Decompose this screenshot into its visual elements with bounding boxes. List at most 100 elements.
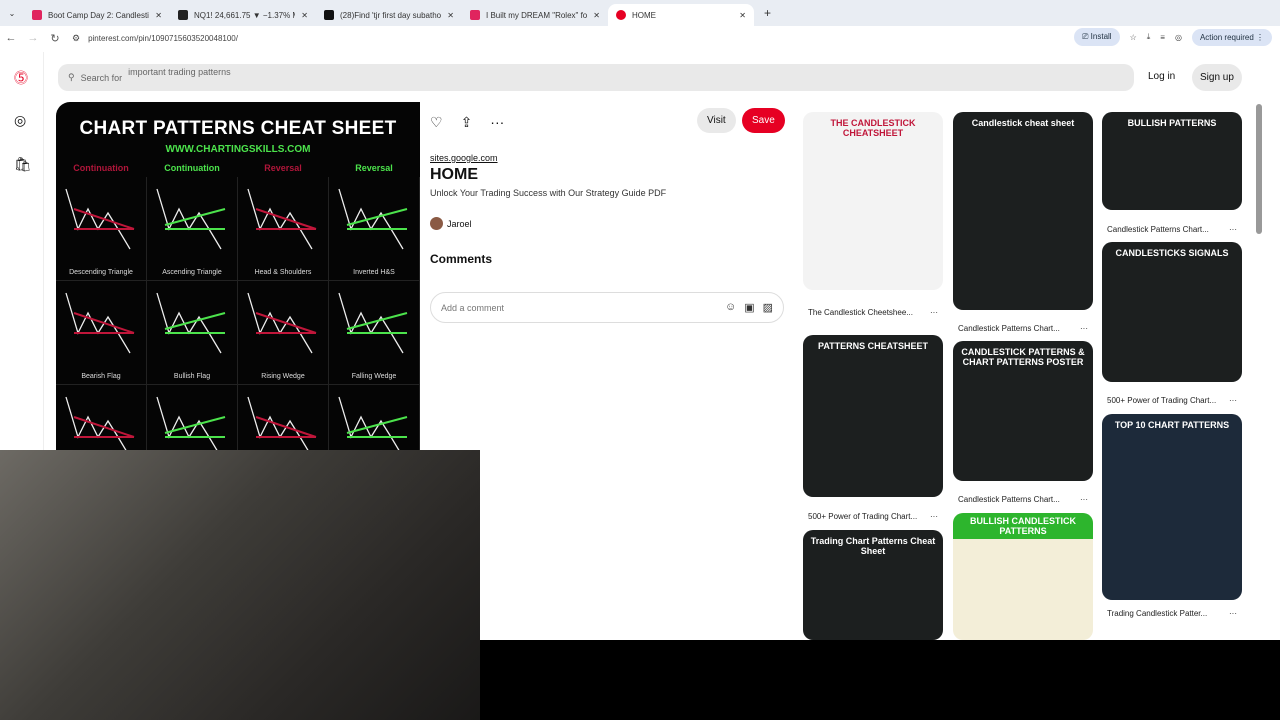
pattern-drawing [156, 292, 226, 354]
caption-text: Candlestick Patterns Chart... [958, 495, 1060, 504]
sticker-icon[interactable]: ▣ [744, 302, 755, 314]
signup-button[interactable]: Sign up [1192, 64, 1242, 91]
more-options-icon[interactable]: ··· [1229, 396, 1237, 405]
tab-title: NQ1! 24,661.75 ▼ −1.37% MA [194, 10, 296, 20]
url-field[interactable]: pinterest.com/pin/1090715603520048100/ [88, 33, 238, 43]
pattern-drawing [65, 396, 135, 452]
forward-icon[interactable]: → [27, 32, 39, 44]
related-pin-header: BULLISH CANDLESTICK PATTERNS [953, 513, 1093, 539]
pattern-cell [147, 385, 238, 452]
related-pin-image[interactable]: THE CANDLESTICK CHEATSHEET [803, 112, 943, 290]
pin-image[interactable]: CHART PATTERNS CHEAT SHEET WWW.CHARTINGS… [56, 102, 420, 452]
pattern-drawing [338, 396, 408, 452]
related-pin-header: THE CANDLESTICK CHEATSHEET [830, 118, 916, 138]
related-pin-image[interactable]: CANDLESTICK PATTERNS & CHART PATTERNS PO… [953, 341, 1093, 481]
pattern-cell: Bearish Flag [56, 281, 147, 385]
more-options-icon[interactable]: ··· [1229, 609, 1237, 618]
comment-placeholder: Add a comment [441, 302, 505, 313]
emoji-icon[interactable]: ☺ [724, 301, 737, 313]
more-options-icon[interactable]: ··· [1080, 324, 1088, 333]
related-pin-image[interactable]: Candlestick cheat sheet [953, 112, 1093, 310]
image-title: CHART PATTERNS CHEAT SHEET [79, 118, 397, 139]
related-pin-image[interactable]: BULLISH PATTERNS [1102, 112, 1242, 210]
related-pin-image[interactable]: CANDLESTICKS SIGNALS [1102, 242, 1242, 382]
share-icon[interactable]: ⇪ [460, 114, 473, 130]
visit-button[interactable]: Visit [697, 108, 736, 133]
related-pin-header: PATTERNS CHEATSHEET [817, 341, 928, 351]
pattern-drawing [65, 188, 135, 250]
tab-title: HOME [632, 10, 656, 20]
author[interactable]: Jaroel [430, 217, 472, 230]
more-options-icon[interactable]: ··· [1229, 225, 1237, 234]
pattern-label: Ascending Triangle [162, 269, 222, 276]
save-button[interactable]: Save [742, 108, 785, 133]
close-icon[interactable]: ✕ [593, 10, 600, 20]
caption-text: Candlestick Patterns Chart... [1107, 225, 1209, 234]
pattern-label: Descending Triangle [69, 269, 133, 276]
pattern-label: Bearish Flag [81, 373, 121, 380]
related-pin-image[interactable]: BULLISH CANDLESTICK PATTERNS [953, 513, 1093, 640]
pinterest-logo-icon[interactable]: ⓹ [14, 70, 28, 86]
related-pin-caption[interactable]: Candlestick Patterns Chart... ··· [1102, 225, 1242, 234]
search-icon: ⚲ [68, 72, 75, 82]
tab-2[interactable]: NQ1! 24,661.75 ▼ −1.37% MA ✕ [170, 4, 316, 26]
comment-input[interactable]: Add a comment ☺ ▣ ▨ [430, 292, 784, 323]
pattern-drawing [156, 396, 226, 452]
close-icon[interactable]: ✕ [447, 10, 454, 20]
black-bar [480, 640, 1280, 720]
related-pin-header: Trading Chart Patterns Cheat Sheet [810, 536, 936, 556]
more-options-icon[interactable]: ··· [930, 308, 938, 317]
related-pin-caption[interactable]: 500+ Power of Trading Chart... ··· [803, 512, 943, 521]
tab-3[interactable]: (28)Find 'tjr first day subathon' ✕ [316, 4, 462, 26]
pattern-label: Head & Shoulders [254, 269, 312, 276]
site-info-icon[interactable]: ⚙ [72, 32, 81, 43]
image-icon[interactable]: ▨ [762, 302, 773, 314]
tab-5-active[interactable]: HOME ✕ [608, 4, 754, 26]
action-required-button[interactable]: Action required ⋮ [1191, 28, 1272, 46]
search-input[interactable]: ⚲ Search for important trading patterns [58, 64, 1134, 91]
pattern-cell [56, 385, 147, 452]
related-pin-image[interactable]: TOP 10 CHART PATTERNS [1102, 414, 1242, 600]
scrollbar[interactable] [1256, 104, 1262, 234]
star-icon[interactable]: ☆ [1129, 32, 1137, 42]
tab-1[interactable]: Boot Camp Day 2: Candlestick ✕ [24, 4, 170, 26]
reload-icon[interactable]: ↻ [50, 32, 60, 45]
close-icon[interactable]: ✕ [155, 10, 162, 20]
column-heading: Reversal [264, 163, 302, 173]
tab-title: I Built my DREAM "Rolex" for $ [486, 10, 588, 20]
close-icon[interactable]: ✕ [301, 10, 308, 20]
related-pin-caption[interactable]: The Candlestick Cheetshee... ··· [803, 308, 943, 317]
more-icon[interactable]: ··· [490, 114, 505, 130]
related-pin-caption[interactable]: Trading Candlestick Patter... ··· [1102, 609, 1242, 618]
related-pin-caption[interactable]: Candlestick Patterns Chart... ··· [953, 324, 1093, 333]
profile-icon[interactable]: ◎ [1174, 32, 1182, 42]
close-icon[interactable]: ✕ [739, 10, 746, 20]
related-pin-caption[interactable]: Candlestick Patterns Chart... ··· [953, 495, 1093, 504]
related-pin-image[interactable]: PATTERNS CHEATSHEET [803, 335, 943, 497]
install-button[interactable]: ⎚ Install [1074, 28, 1120, 46]
explore-icon[interactable]: ◎ [14, 112, 27, 128]
pattern-label: Falling Wedge [351, 373, 397, 380]
pattern-cell: Inverted H&S Reversal [329, 163, 420, 281]
pattern-cell: Rising Wedge [238, 281, 329, 385]
pattern-drawing [338, 292, 408, 354]
more-options-icon[interactable]: ··· [930, 512, 938, 521]
pattern-drawing [247, 292, 317, 354]
tab-bar: ⌄ Boot Camp Day 2: Candlestick ✕ NQ1! 24,… [0, 0, 1280, 26]
more-options-icon[interactable]: ··· [1080, 495, 1088, 504]
related-pin-caption[interactable]: 500+ Power of Trading Chart... ··· [1102, 396, 1242, 405]
shop-icon[interactable]: 🛍 [14, 156, 32, 172]
heart-icon[interactable]: ♡ [430, 114, 443, 130]
login-button[interactable]: Log in [1148, 71, 1176, 82]
media-icon[interactable]: ≡ [1160, 32, 1165, 42]
new-tab-button[interactable]: + [764, 6, 772, 20]
related-pin-image[interactable]: Trading Chart Patterns Cheat Sheet [803, 530, 943, 640]
tab-4[interactable]: I Built my DREAM "Rolex" for $ ✕ [462, 4, 608, 26]
back-icon[interactable]: ← [5, 32, 17, 44]
search-placeholder: Search for [80, 72, 123, 83]
tab-search-icon[interactable]: ⌄ [8, 8, 16, 18]
pattern-drawing [338, 188, 408, 250]
download-icon[interactable]: ⤓ [1146, 32, 1151, 41]
source-link[interactable]: sites.google.com [430, 153, 498, 163]
address-bar: ← → ↻ ⚙ pinterest.com/pin/10907156035200… [0, 26, 1280, 50]
